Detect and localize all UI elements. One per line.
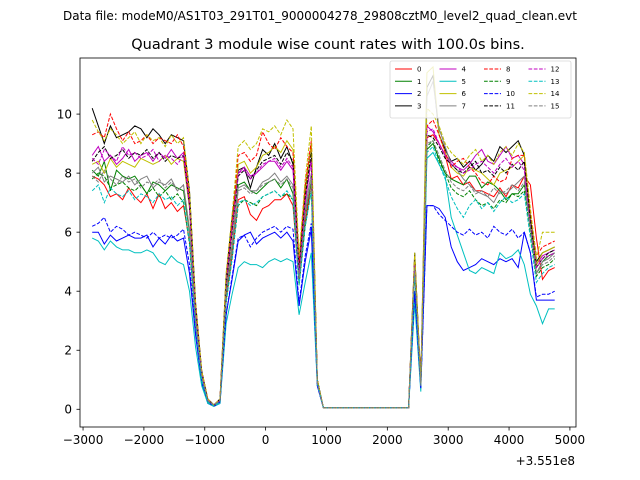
- legend-label-15: 15: [551, 102, 560, 110]
- x-tick-label: 5000: [555, 433, 586, 447]
- x-offset-label: +3.551e8: [516, 454, 575, 468]
- x-tick-label: −3000: [63, 433, 104, 447]
- legend-label-10: 10: [506, 90, 515, 98]
- x-tick-label: 1000: [311, 433, 342, 447]
- x-tick-label: 4000: [494, 433, 525, 447]
- legend-label-1: 1: [417, 78, 421, 86]
- x-tick-label: 0: [262, 433, 270, 447]
- y-axis: 0 2 4 6 8 10: [57, 107, 80, 417]
- legend-label-0: 0: [417, 66, 421, 74]
- legend-label-14: 14: [551, 90, 560, 98]
- plot-area: [79, 57, 577, 428]
- y-tick-label: 8: [64, 166, 72, 180]
- x-axis: −3000 −2000 −1000 0 1000 2000 3000 4000 5000: [63, 427, 585, 447]
- legend-label-11: 11: [506, 102, 515, 110]
- x-tick-label: 3000: [433, 433, 464, 447]
- series-lines: [91, 65, 556, 409]
- x-tick-label: −1000: [184, 433, 225, 447]
- legend-label-12: 12: [551, 66, 560, 74]
- legend-label-13: 13: [551, 78, 560, 86]
- legend-label-7: 7: [462, 102, 466, 110]
- legend-label-6: 6: [462, 90, 467, 98]
- plot-frame: [79, 57, 577, 428]
- x-tick-label: 2000: [372, 433, 403, 447]
- y-tick-label: 10: [57, 107, 72, 121]
- legend-box: [389, 60, 572, 119]
- y-tick-label: 4: [64, 285, 72, 299]
- legend-label-2: 2: [417, 90, 421, 98]
- x-tick-label: −2000: [124, 433, 165, 447]
- y-tick-label: 6: [64, 225, 72, 239]
- legend-label-8: 8: [506, 66, 510, 74]
- series-line-9: [91, 139, 556, 409]
- legend-label-3: 3: [417, 102, 421, 110]
- suptitle: Data file: modeM0/AS1T03_291T01_90000042…: [63, 9, 577, 23]
- y-tick-label: 0: [64, 403, 72, 417]
- chart-title: Quadrant 3 module wise count rates with …: [131, 37, 525, 53]
- legend-label-9: 9: [506, 78, 510, 86]
- series-line-15: [91, 140, 556, 409]
- y-tick-label: 2: [64, 344, 72, 358]
- legend-label-4: 4: [462, 66, 467, 74]
- legend-label-5: 5: [462, 78, 466, 86]
